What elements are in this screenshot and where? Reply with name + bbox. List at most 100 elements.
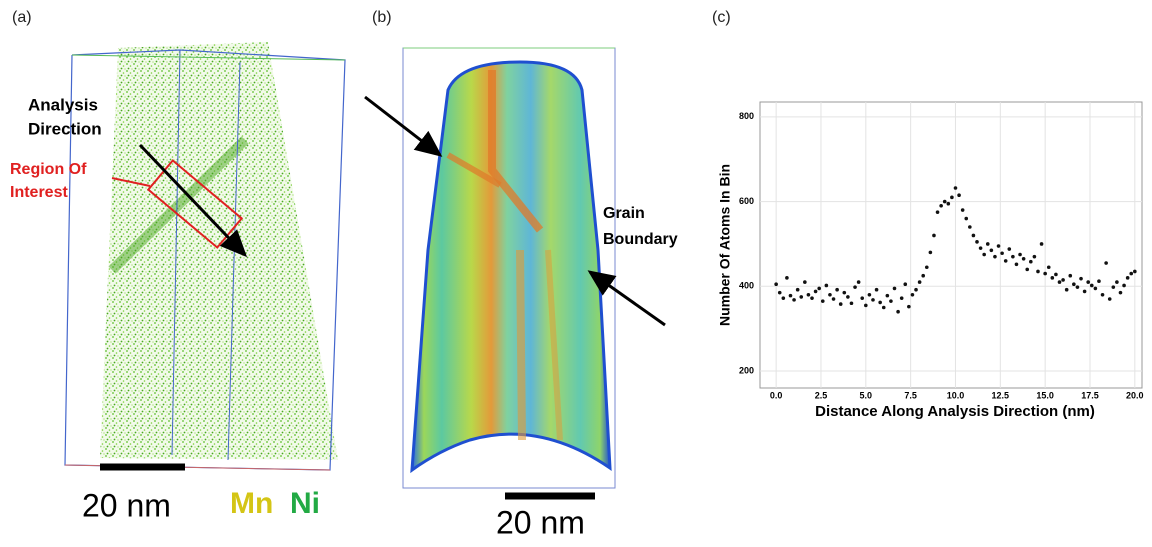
atom-map [64,42,346,471]
data-point [803,280,807,284]
data-point [853,285,857,289]
y-tick-label: 800 [739,111,754,121]
data-point [1007,247,1012,251]
data-point [1032,254,1037,259]
x-axis-title: Distance Along Analysis Direction (nm) [815,403,1095,420]
data-point [860,296,865,300]
data-point [856,280,861,284]
data-point [1086,280,1090,284]
data-point [1014,262,1019,267]
data-point [871,298,875,302]
x-tick-label: 0.0 [770,390,783,400]
data-point [950,195,954,200]
panel-label: (b) [372,9,392,26]
data-point [824,283,829,288]
data-point [907,304,911,309]
data-point [792,298,796,302]
data-point [1036,269,1040,274]
data-point [835,287,839,292]
data-point [1125,276,1130,280]
data-point [777,290,782,295]
annotation: Direction [28,119,102,138]
data-point [903,282,908,286]
data-point [788,293,793,298]
data-point [1115,280,1119,284]
data-point [942,199,947,204]
annotation: Boundary [603,231,678,248]
data-point [1072,282,1076,286]
x-tick-label: 20.0 [1126,390,1144,400]
data-point [867,292,872,297]
data-point [975,240,979,244]
concentration-map [364,47,666,500]
data-point [1079,276,1083,281]
x-tick-label: 10.0 [947,390,965,400]
data-point [1089,283,1094,288]
data-point [889,299,893,303]
data-point [795,287,800,292]
data-point [932,233,936,238]
data-point [1061,278,1065,282]
x-tick-label: 2.5 [815,390,828,400]
data-point [1021,256,1026,261]
data-point [960,208,965,212]
annotation: Analysis [28,95,98,114]
data-point [1129,271,1134,276]
data-point [1057,280,1062,284]
data-point [813,289,818,294]
annotation: Grain [603,205,645,222]
data-point [1104,261,1108,265]
data-point [964,216,969,221]
data-point [831,297,836,301]
data-point [881,305,886,310]
y-tick-label: 600 [739,196,754,206]
data-point [781,296,786,300]
data-point [1050,276,1055,280]
data-point [842,290,847,295]
data-point [1000,251,1004,256]
data-point [1039,242,1044,246]
data-point [935,210,940,214]
data-point [864,303,868,308]
data-point [924,265,929,270]
data-point [899,296,904,300]
data-point [817,286,821,291]
y-axis-title: Number Of Atoms In Bin [717,164,733,326]
data-point [1107,297,1112,301]
data-point [1100,292,1105,297]
data-point [989,248,994,253]
y-tick-label: 200 [739,365,754,375]
data-point [838,302,843,306]
annotation: Interest [10,184,68,201]
data-point [1075,285,1080,289]
data-point [1011,254,1015,259]
data-point [921,273,926,278]
data-point [939,204,943,208]
x-tick-label: 17.5 [1081,390,1099,400]
plot-area [759,101,1143,389]
data-point [910,292,915,297]
x-tick-label: 15.0 [1036,390,1054,400]
data-point [1068,273,1073,278]
data-point [1064,287,1069,292]
data-point [820,299,825,303]
data-point [874,287,879,292]
data-point [1097,279,1101,284]
data-point [828,292,832,297]
scale-label: 20 nm [496,504,585,540]
scale-label: 20 nm [82,487,171,523]
data-point [982,252,986,257]
panel-label: (c) [712,9,731,26]
data-point [928,250,933,255]
data-point [1133,269,1137,274]
data-point [993,254,997,259]
data-point [953,186,958,190]
data-point [1025,267,1030,272]
data-point [799,295,804,299]
data-point [971,233,976,238]
data-point [1111,285,1116,289]
data-point [885,293,890,298]
data-point [978,246,983,250]
data-point [957,193,961,198]
